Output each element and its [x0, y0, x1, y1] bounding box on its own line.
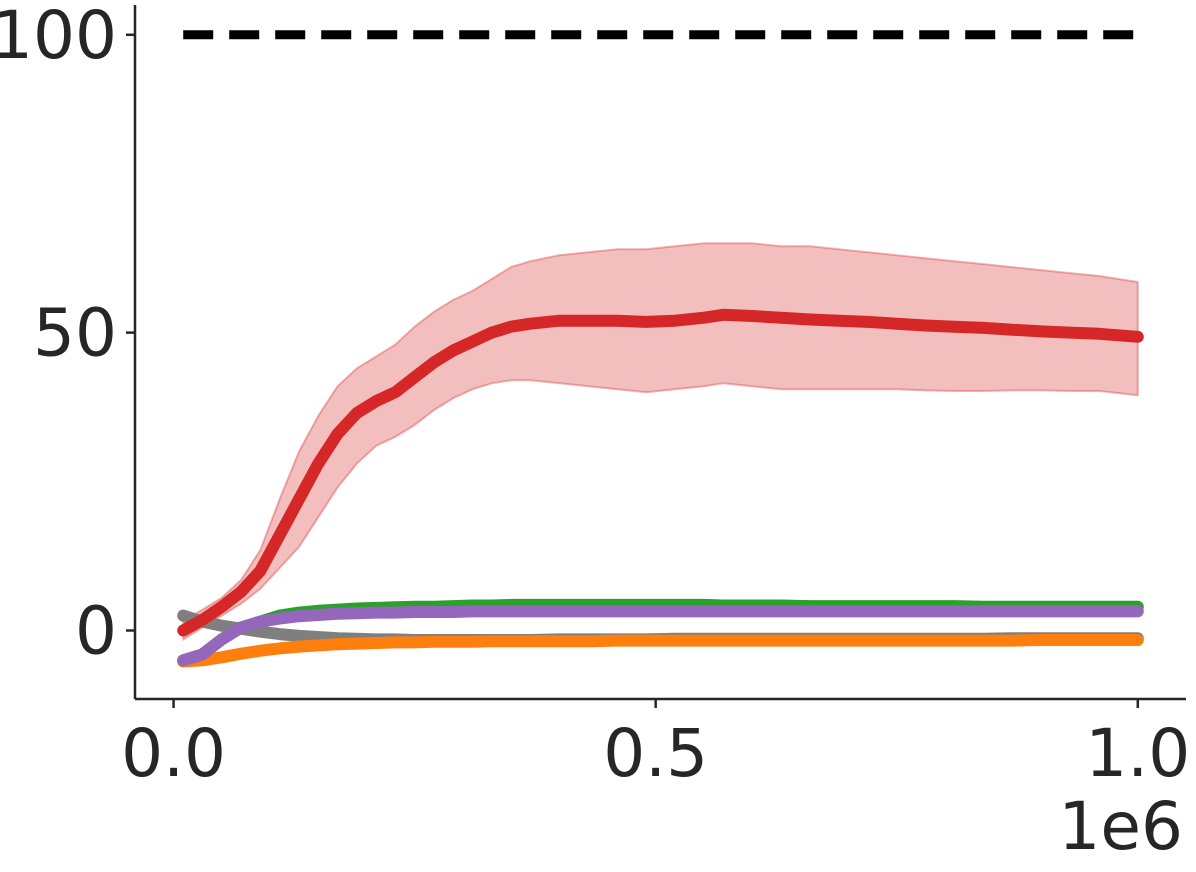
x-offset-text: 1e6: [1058, 788, 1183, 865]
x-tick-label-0-5: 0.5: [603, 715, 708, 792]
tick-marks: [126, 33, 1140, 708]
series-1-line: [177, 308, 1144, 637]
x-tick-label-1: 1.0: [1085, 715, 1190, 792]
x-tick-label-0: 0.0: [121, 715, 226, 792]
y-tick-label-100: 100: [0, 0, 117, 74]
series-5-line: [177, 634, 1144, 668]
tick-labels: 0 50 100 0.0 0.5 1.0: [0, 0, 1190, 792]
axes: [133, 5, 1186, 701]
series-1-band: [182, 242, 1139, 642]
y-tick-label-50: 50: [33, 295, 117, 372]
series-3-line: [177, 605, 1144, 667]
y-tick-label-0: 0: [75, 592, 117, 669]
plot-area: [177, 30, 1144, 668]
